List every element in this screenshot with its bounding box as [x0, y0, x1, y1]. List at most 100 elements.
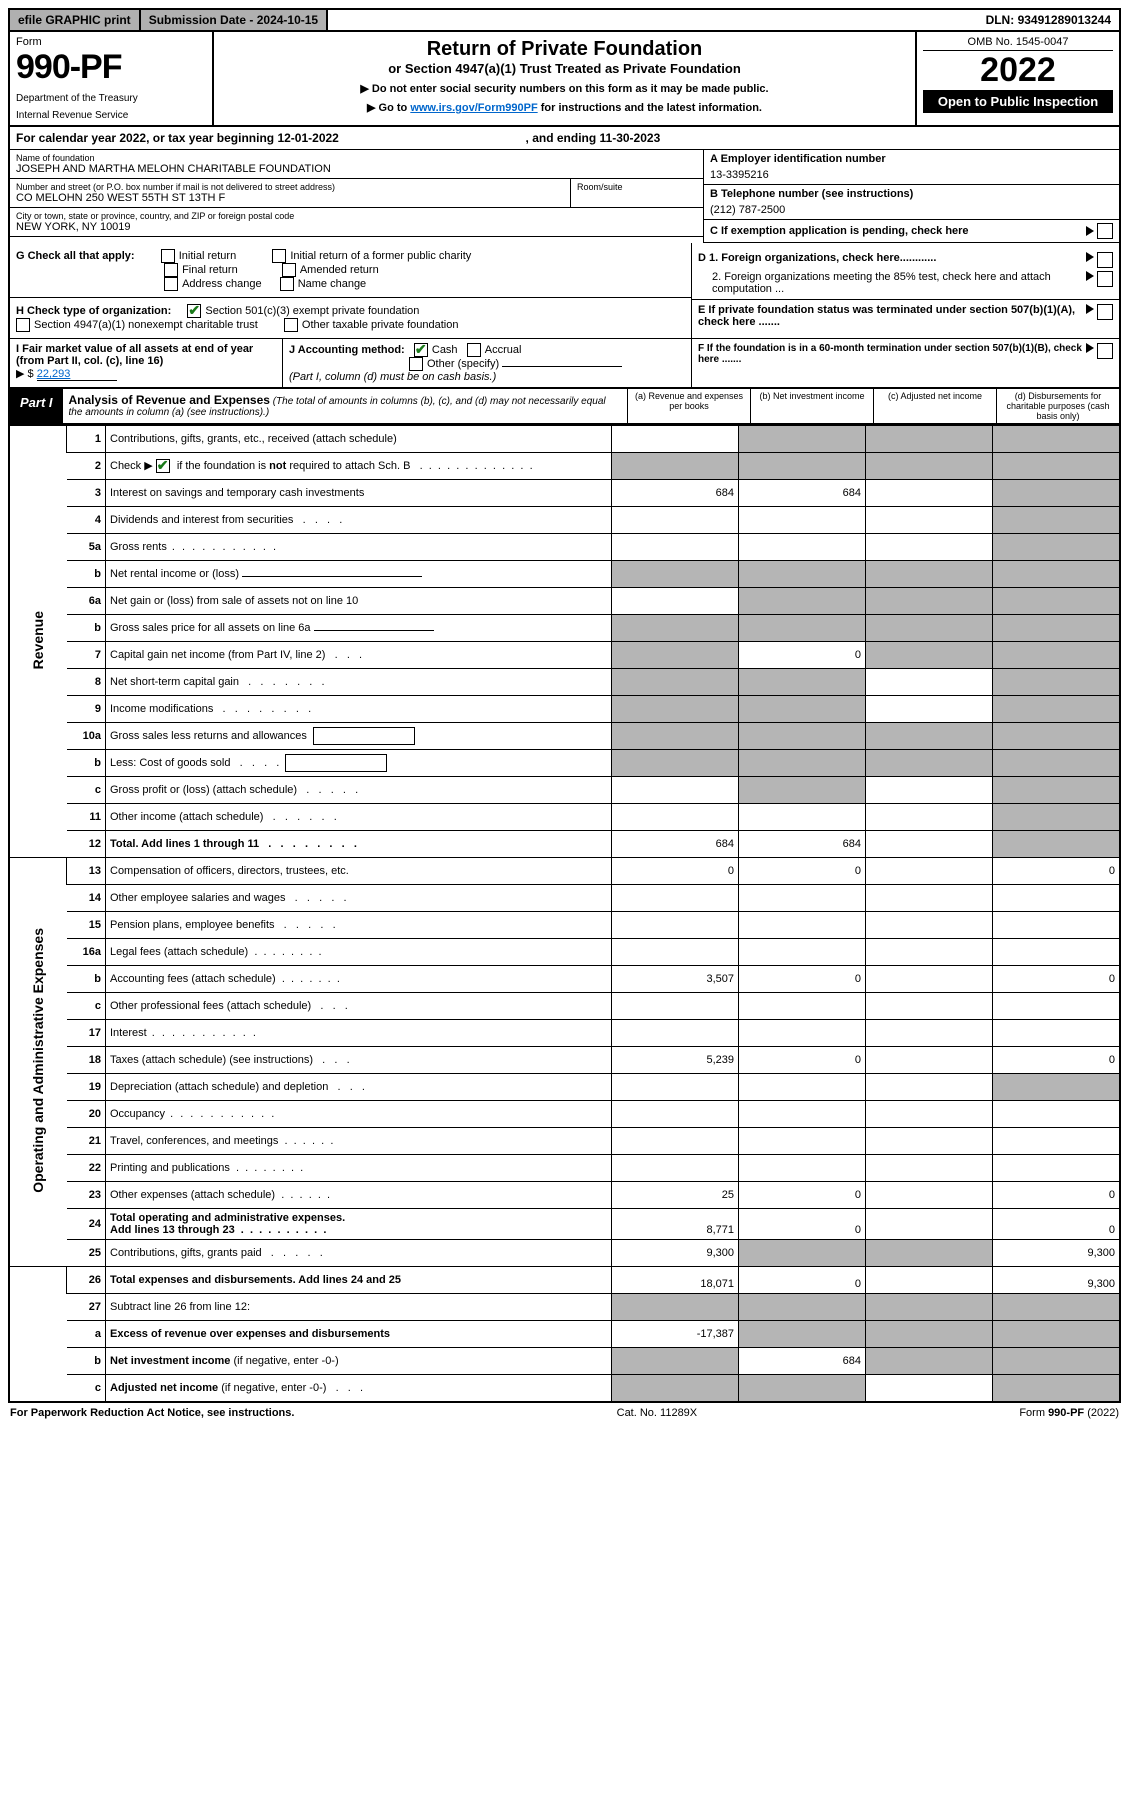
cell-d: 9,300	[993, 1267, 1121, 1294]
g-address-change-checkbox[interactable]	[164, 277, 178, 291]
footer-left: For Paperwork Reduction Act Notice, see …	[10, 1407, 294, 1419]
form-word: Form	[16, 36, 206, 48]
d1-checkbox[interactable]	[1097, 252, 1113, 268]
g-amended-checkbox[interactable]	[282, 263, 296, 277]
row-desc: Other expenses (attach schedule) . . . .…	[106, 1182, 612, 1209]
cell-b: 0	[739, 1267, 866, 1294]
j-other-checkbox[interactable]	[409, 357, 423, 371]
row-desc: Net rental income or (loss)	[106, 561, 612, 588]
row-num: 26	[67, 1267, 106, 1294]
efile-print-button[interactable]: efile GRAPHIC print	[10, 10, 141, 30]
header-right: OMB No. 1545-0047 2022 Open to Public In…	[915, 32, 1119, 125]
cell-b: 684	[739, 1348, 866, 1375]
open-to-public: Open to Public Inspection	[923, 90, 1113, 113]
cell-a: 9,300	[612, 1240, 739, 1267]
h-other-checkbox[interactable]	[284, 318, 298, 332]
schB-checkbox[interactable]	[156, 459, 170, 473]
cell-d: 0	[993, 1182, 1121, 1209]
row-desc: Check ▶ if the foundation is not require…	[106, 453, 612, 480]
part1-header: Part I Analysis of Revenue and Expenses …	[8, 389, 1121, 425]
form-number: 990-PF	[16, 48, 206, 87]
d2-checkbox[interactable]	[1097, 271, 1113, 287]
table-row: 6a Net gain or (loss) from sale of asset…	[9, 588, 1120, 615]
cell-a: -17,387	[612, 1321, 739, 1348]
table-row: a Excess of revenue over expenses and di…	[9, 1321, 1120, 1348]
table-row: b Gross sales price for all assets on li…	[9, 615, 1120, 642]
j-label: J Accounting method:	[289, 344, 405, 356]
table-row: 8 Net short-term capital gain . . . . . …	[9, 669, 1120, 696]
e-checkbox[interactable]	[1097, 304, 1113, 320]
table-row: 17 Interest	[9, 1020, 1120, 1047]
table-row: 15 Pension plans, employee benefits . . …	[9, 912, 1120, 939]
row-num: 1	[67, 426, 106, 453]
room-cell: Room/suite	[570, 179, 703, 208]
row-desc: Less: Cost of goods sold . . . .	[106, 750, 612, 777]
cal-begin: 12-01-2022	[277, 131, 338, 145]
row-desc: Taxes (attach schedule) (see instruction…	[106, 1047, 612, 1074]
cell-d: 0	[993, 858, 1121, 885]
address-cell: Number and street (or P.O. box number if…	[10, 179, 570, 208]
foundation-name-cell: Name of foundation JOSEPH AND MARTHA MEL…	[10, 150, 703, 179]
subdate-label: Submission Date -	[149, 13, 257, 27]
row-desc: Printing and publications . . . . . . . …	[106, 1155, 612, 1182]
dln-value: 93491289013244	[1018, 13, 1111, 27]
row-desc: Accounting fees (attach schedule) . . . …	[106, 966, 612, 993]
arrow-icon	[1086, 271, 1094, 281]
cell-b: 0	[739, 858, 866, 885]
dln-label: DLN:	[986, 13, 1018, 27]
cell-b: 684	[739, 831, 866, 858]
row-num: 7	[67, 642, 106, 669]
g-opt-0: Initial return	[179, 250, 236, 262]
goto-suffix: for instructions and the latest informat…	[538, 102, 762, 114]
row-desc: Interest on savings and temporary cash i…	[106, 480, 612, 507]
table-row: c Adjusted net income (if negative, ente…	[9, 1375, 1120, 1403]
header-center: Return of Private Foundation or Section …	[214, 32, 915, 125]
row-desc: Gross sales less returns and allowances	[106, 723, 612, 750]
col-c-head: (c) Adjusted net income	[873, 389, 996, 423]
row-desc: Gross profit or (loss) (attach schedule)…	[106, 777, 612, 804]
g-name-change-checkbox[interactable]	[280, 277, 294, 291]
row-num: 16a	[67, 939, 106, 966]
row-desc: Total expenses and disbursements. Add li…	[106, 1267, 612, 1294]
j-accrual-checkbox[interactable]	[467, 343, 481, 357]
j-other: Other (specify)	[427, 358, 499, 370]
h-4947-checkbox[interactable]	[16, 318, 30, 332]
footer-mid: Cat. No. 11289X	[617, 1407, 698, 1419]
row-desc: Contributions, gifts, grants paid . . . …	[106, 1240, 612, 1267]
c-checkbox[interactable]	[1097, 223, 1113, 239]
row-num: 17	[67, 1020, 106, 1047]
f-checkbox[interactable]	[1097, 343, 1113, 359]
irs-label: Internal Revenue Service	[16, 110, 206, 121]
f-label: F If the foundation is in a 60-month ter…	[698, 343, 1082, 365]
row-desc: Other professional fees (attach schedule…	[106, 993, 612, 1020]
g-initial-return-checkbox[interactable]	[161, 249, 175, 263]
table-row: 27 Subtract line 26 from line 12:	[9, 1294, 1120, 1321]
address: CO MELOHN 250 WEST 55TH ST 13TH F	[16, 192, 564, 204]
info-block: Name of foundation JOSEPH AND MARTHA MEL…	[8, 150, 1121, 243]
irs-link[interactable]: www.irs.gov/Form990PF	[410, 102, 537, 114]
row-num: 21	[67, 1128, 106, 1155]
table-row: 11 Other income (attach schedule) . . . …	[9, 804, 1120, 831]
addr-label: Number and street (or P.O. box number if…	[16, 182, 564, 192]
h-501c3-checkbox[interactable]	[187, 304, 201, 318]
blank-side	[9, 1267, 67, 1403]
row-num: 27	[67, 1294, 106, 1321]
row-num: 23	[67, 1182, 106, 1209]
g-final-return-checkbox[interactable]	[164, 263, 178, 277]
g-opt-3: Initial return of a former public charit…	[290, 250, 471, 262]
table-row: b Net rental income or (loss)	[9, 561, 1120, 588]
table-row: Operating and Administrative Expenses 13…	[9, 858, 1120, 885]
g-initial-former-checkbox[interactable]	[272, 249, 286, 263]
row-num: 8	[67, 669, 106, 696]
j-cash-checkbox[interactable]	[414, 343, 428, 357]
part1-label: Part I	[10, 389, 63, 423]
expenses-side-label: Operating and Administrative Expenses	[9, 858, 67, 1267]
dln: DLN: 93491289013244	[978, 10, 1119, 30]
j-accrual: Accrual	[485, 344, 522, 356]
phone-label: B Telephone number (see instructions)	[710, 188, 1113, 200]
table-row: c Gross profit or (loss) (attach schedul…	[9, 777, 1120, 804]
room-label: Room/suite	[577, 182, 697, 192]
i-value-link[interactable]: 22,293	[37, 368, 117, 381]
topbar-spacer	[328, 10, 977, 30]
header-left: Form 990-PF Department of the Treasury I…	[10, 32, 214, 125]
